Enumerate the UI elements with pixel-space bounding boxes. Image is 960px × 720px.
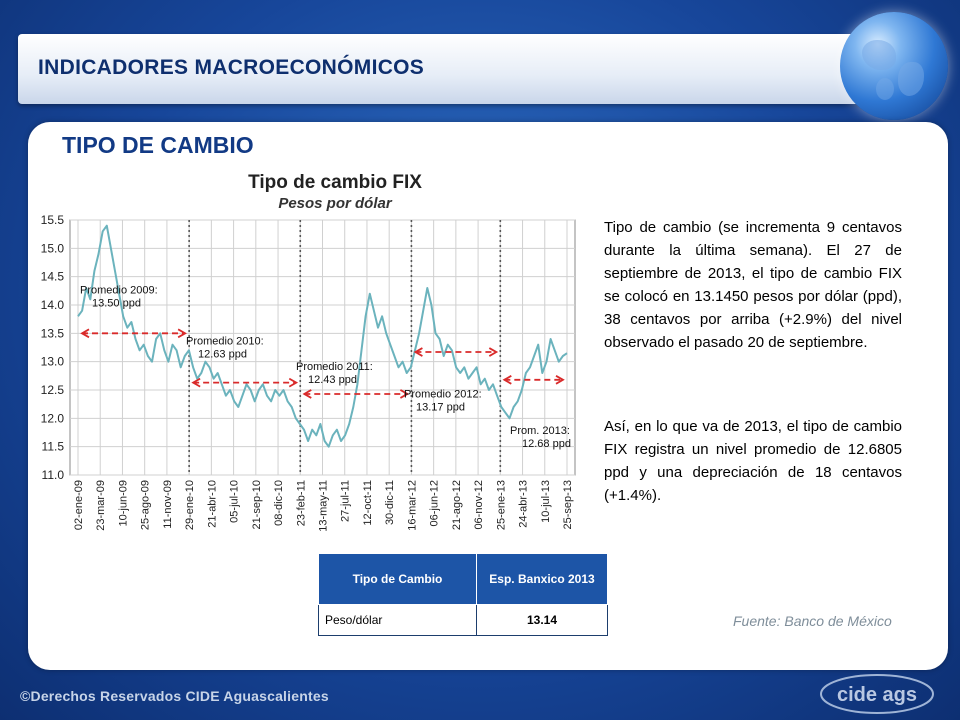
x-tick-label: 12-oct-11 (362, 480, 374, 526)
average-label-line1: Prom. 2013: (510, 425, 570, 437)
table-header-row: Tipo de Cambio Esp. Banxico 2013 (318, 553, 608, 605)
chart-series (77, 224, 568, 448)
exchange-rate-chart: Tipo de cambio FIX Pesos por dólar 11.0 1… (30, 168, 590, 550)
y-tick-label: 15.5 (41, 213, 65, 227)
arrow-left (413, 347, 423, 357)
average-label-line2: 12.63 ppd (198, 349, 247, 361)
x-tick-label: 06-jun-12 (429, 480, 441, 526)
x-tick-label: 30-dic-11 (384, 480, 396, 525)
table-cell-label: Peso/dólar (318, 604, 477, 636)
y-tick-label: 13.5 (41, 326, 65, 340)
analysis-paragraph-2: Así, en lo que va de 2013, el tipo de ca… (604, 418, 902, 504)
cide-logo: cide ags (820, 674, 934, 714)
x-tick-label: 21-sep-10 (251, 480, 263, 530)
x-tick-label: 21-ago-12 (451, 480, 463, 530)
y-tick-label: 14.5 (41, 270, 65, 284)
section-title: TIPO DE CAMBIO (62, 132, 254, 158)
x-tick-label: 23-mar-09 (95, 480, 107, 531)
y-tick-label: 13.0 (41, 355, 65, 369)
analysis-paragraph-1: Tipo de cambio (se incrementa 9 centavos… (604, 219, 902, 351)
x-tick-label: 23-feb-11 (295, 480, 307, 526)
arrow-left (502, 375, 512, 385)
average-label-line2: 12.68 ppd (522, 438, 571, 450)
x-tick-label: 16-mar-12 (406, 480, 418, 531)
average-label-line1: Promedio 2009: (80, 285, 158, 297)
chart-title: Tipo de cambio FIX (248, 172, 422, 193)
x-tick-label: 02-ene-09 (73, 480, 85, 530)
table-cell-value: 13.14 (476, 604, 608, 636)
average-label-line2: 13.50 ppd (92, 298, 141, 310)
arrow-right (488, 347, 499, 357)
x-tick-label: 29-ene-10 (184, 480, 196, 530)
x-tick-label: 11-nov-09 (162, 480, 174, 529)
y-tick-label: 15.0 (41, 241, 65, 255)
x-tick-label: 05-jul-10 (229, 480, 241, 523)
y-tick-label: 14.0 (41, 298, 65, 312)
x-tick-label: 25-ene-13 (495, 480, 507, 530)
x-tick-label: 25-ago-09 (140, 480, 152, 530)
x-tick-label: 10-jun-09 (117, 480, 129, 526)
x-tick-label: 13-may-11 (318, 480, 330, 532)
average-label-line1: Promedio 2010: (186, 336, 264, 348)
chart-subtitle: Pesos por dólar (278, 195, 393, 212)
y-axis: 11.0 11.5 12.0 12.5 13.0 13.5 14.0 14.5 15.0 15.5 (41, 213, 65, 482)
average-label-line2: 12.43 ppd (308, 374, 357, 386)
x-axis: 02-ene-09 23-mar-09 10-jun-09 25-ago-09 11-n… (73, 480, 574, 532)
x-tick-label: 10-jul-13 (540, 480, 552, 523)
average-label-line1: Promedio 2012: (404, 388, 482, 400)
x-tick-label: 27-jul-11 (340, 480, 352, 522)
average-label-line2: 13.17 ppd (416, 401, 465, 413)
arrow-right (399, 389, 410, 399)
x-tick-label: 25-sep-13 (562, 480, 574, 530)
table-row: Peso/dólar 13.14 (318, 604, 608, 636)
average-label-line1: Promedio 2011: (296, 361, 373, 373)
x-tick-label: 21-abr-10 (206, 480, 218, 528)
arrow-left (80, 328, 90, 339)
chart-svg: Tipo de cambio FIX Pesos por dólar 11.01… (41, 172, 576, 532)
x-tick-label: 24-abr-13 (518, 480, 530, 528)
arrow-left (191, 377, 201, 388)
header-bar (18, 34, 898, 104)
fix-rate-line (77, 224, 568, 448)
table-header-cell: Esp. Banxico 2013 (476, 553, 608, 605)
globe-icon (840, 12, 948, 120)
arrow-right (288, 377, 299, 388)
x-tick-label: 06-nov-12 (473, 480, 485, 530)
logo-text: cide ags (837, 684, 917, 706)
table-header-cell: Tipo de Cambio (318, 553, 477, 605)
arrow-left (302, 389, 312, 399)
source-note: Fuente: Banco de México (733, 613, 892, 629)
y-tick-label: 11.5 (42, 440, 65, 454)
y-tick-label: 12.0 (41, 411, 65, 425)
arrow-right (555, 375, 565, 385)
x-tick-label: 08-dic-10 (273, 480, 285, 526)
y-tick-label: 11.0 (42, 468, 65, 482)
page-title: INDICADORES MACROECONÓMICOS (38, 56, 425, 79)
y-tick-label: 12.5 (41, 383, 65, 397)
forecast-table: Tipo de Cambio Esp. Banxico 2013 Peso/dó… (318, 553, 608, 636)
footer-copyright: ©Derechos Reservados CIDE Aguascalientes (20, 688, 329, 704)
average-lines (80, 328, 565, 399)
arrow-right (177, 328, 187, 339)
